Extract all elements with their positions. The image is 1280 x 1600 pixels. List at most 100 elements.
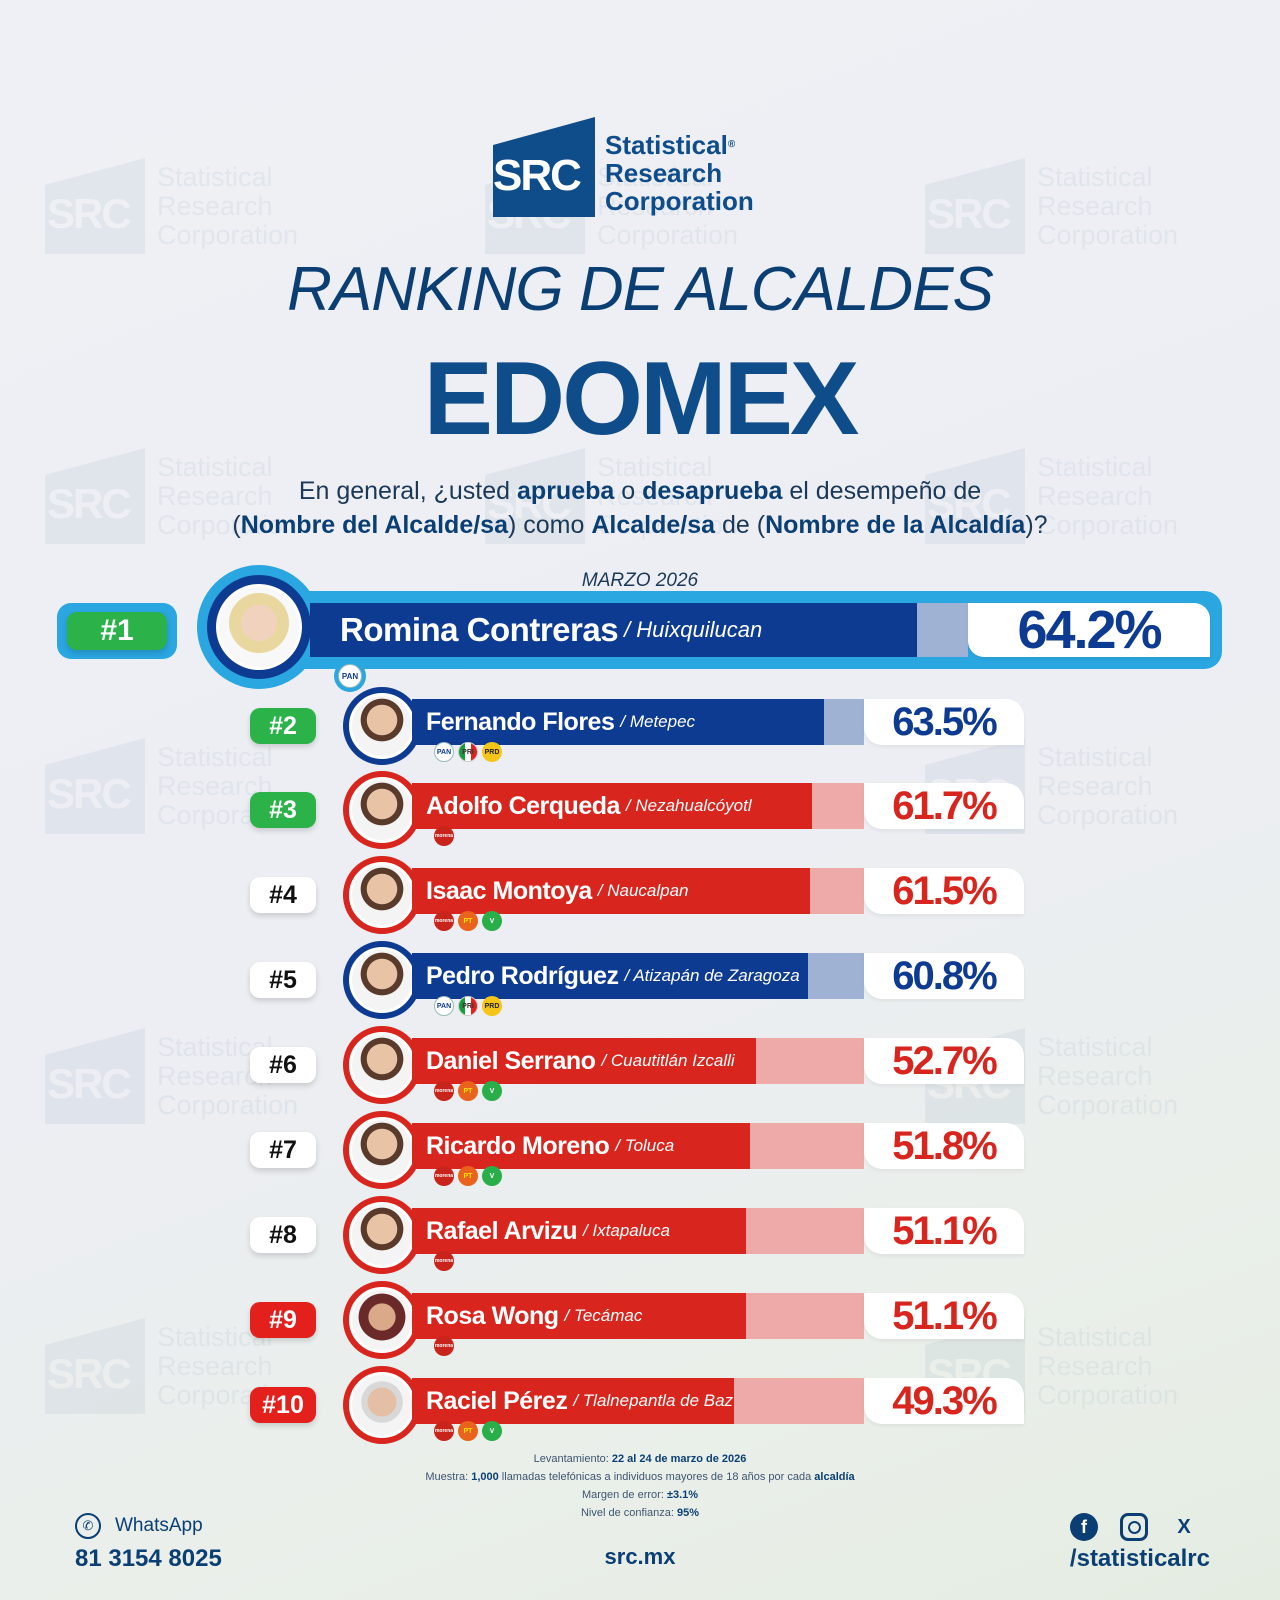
methodology-notes: Levantamiento: 22 al 24 de marzo de 2026… <box>0 1450 1280 1522</box>
municipality: / Tecámac <box>564 1306 643 1325</box>
municipality: / Toluca <box>615 1136 675 1155</box>
party-logos: morena PT V <box>434 1166 502 1186</box>
approval-bar: Adolfo Cerqueda / Nezahualcóyotl <box>412 783 864 829</box>
municipality: / Huixquilucan <box>624 617 763 642</box>
approval-bar: Rafael Arvizu / Ixtapaluca <box>412 1208 864 1254</box>
mayor-name: Romina Contreras <box>340 611 619 648</box>
approval-bar: Isaac Montoya / Naucalpan <box>412 868 864 914</box>
whatsapp-link[interactable]: ✆ WhatsApp <box>75 1513 222 1539</box>
mayor-name: Adolfo Cerqueda <box>426 791 620 820</box>
prd-logo-icon: PRD <box>482 742 502 762</box>
municipality: / Tlalnepantla de Baz <box>573 1391 734 1410</box>
morena-logo-icon: morena <box>434 1166 454 1186</box>
rank-badge: #7 <box>250 1132 316 1168</box>
party-logos: PAN PRI PRD <box>434 996 502 1016</box>
morena-logo-icon: morena <box>434 911 454 931</box>
approval-value: 63.5% <box>864 699 1024 745</box>
social-handle[interactable]: /statisticalrc <box>1069 1545 1210 1572</box>
mayor-name: Ricardo Moreno <box>426 1131 610 1160</box>
avatar <box>343 771 421 849</box>
phone-number[interactable]: 81 3154 8025 <box>75 1545 222 1572</box>
party-logos: morena PT V <box>434 1081 502 1101</box>
rank-badge: #3 <box>250 792 316 828</box>
mayor-name: Rosa Wong <box>426 1301 559 1330</box>
party-badge: PAN <box>334 660 366 692</box>
municipality: / Metepec <box>620 712 696 731</box>
pt-logo-icon: PT <box>458 1081 478 1101</box>
mayor-name: Rafael Arvizu <box>426 1216 577 1245</box>
rank-badge: #4 <box>250 877 316 913</box>
avatar <box>343 856 421 934</box>
approval-value: 64.2% <box>968 600 1210 660</box>
facebook-icon[interactable]: f <box>1070 1513 1098 1541</box>
pri-logo-icon: PRI <box>458 996 478 1016</box>
confidence-level: Nivel de confianza: 95% <box>580 1507 700 1519</box>
mayor-name: Pedro Rodríguez <box>426 961 619 990</box>
approval-value: 51.8% <box>864 1123 1024 1169</box>
avatar <box>343 687 421 765</box>
logo-wordmark: Statistical® Research Corporation <box>605 130 754 216</box>
avatar <box>343 1366 421 1444</box>
contact-block: ✆ WhatsApp 81 3154 8025 <box>75 1513 222 1573</box>
pri-logo-icon: PRI <box>458 742 478 762</box>
party-logos: morena <box>434 826 454 846</box>
municipality: / Naucalpan <box>597 881 689 900</box>
approval-value: 49.3% <box>864 1378 1024 1424</box>
party-logos: morena <box>434 1336 454 1356</box>
approval-bar: Daniel Serrano / Cuautitlán Izcalli <box>412 1038 864 1084</box>
pt-logo-icon: PT <box>458 1421 478 1441</box>
approval-bar: Rosa Wong / Tecámac <box>412 1293 864 1339</box>
approval-value: 61.5% <box>864 868 1024 914</box>
pan-logo-icon: PAN <box>434 742 454 762</box>
rank-badge: #2 <box>250 708 316 744</box>
rank-badge: #9 <box>250 1302 316 1338</box>
approval-bar: Pedro Rodríguez / Atizapán de Zaragoza <box>412 953 864 999</box>
fieldwork-dates: Levantamiento: 22 al 24 de marzo de 2026 <box>533 1453 747 1465</box>
instagram-icon[interactable] <box>1120 1513 1148 1541</box>
avatar <box>343 1111 421 1189</box>
mayor-name: Daniel Serrano <box>426 1046 596 1075</box>
approval-bar: Romina Contreras / Huixquilucan <box>310 603 968 657</box>
morena-logo-icon: morena <box>434 1336 454 1356</box>
avatar <box>343 1026 421 1104</box>
party-logos: morena <box>434 1251 454 1271</box>
party-logos: morena PT V <box>434 1421 502 1441</box>
avatar <box>343 1196 421 1274</box>
rank-badge: #5 <box>250 962 316 998</box>
pt-logo-icon: PT <box>458 1166 478 1186</box>
rank-badge: #8 <box>250 1217 316 1253</box>
municipality: / Cuautitlán Izcalli <box>601 1051 735 1070</box>
approval-value: 51.1% <box>864 1208 1024 1254</box>
mayor-name: Raciel Pérez <box>426 1386 568 1415</box>
morena-logo-icon: morena <box>434 1421 454 1441</box>
approval-value: 52.7% <box>864 1038 1024 1084</box>
sample-info: Muestra: 1,000 llamadas telefónicas a in… <box>425 1471 855 1483</box>
website-link[interactable]: src.mx <box>604 1544 676 1569</box>
avatar <box>343 1281 421 1359</box>
whatsapp-icon: ✆ <box>75 1513 101 1539</box>
pvem-logo-icon: V <box>482 1421 502 1441</box>
survey-period: MARZO 2026 <box>581 570 699 591</box>
party-logos: morena PT V <box>434 911 502 931</box>
morena-logo-icon: morena <box>434 1251 454 1271</box>
pvem-logo-icon: V <box>482 1166 502 1186</box>
mayor-name: Isaac Montoya <box>426 876 592 905</box>
page-subtitle: EDOMEX <box>423 341 860 457</box>
rank-badge: #1 <box>67 612 167 650</box>
pvem-logo-icon: V <box>482 1081 502 1101</box>
avatar <box>343 941 421 1019</box>
page-title: RANKING DE ALCALDES <box>287 255 994 324</box>
logo-mark: SRC <box>493 117 595 217</box>
municipality: / Ixtapaluca <box>582 1221 670 1240</box>
src-logo: SRC Statistical® Research Corporation <box>493 117 754 217</box>
pt-logo-icon: PT <box>458 911 478 931</box>
pan-logo-icon: PAN <box>434 996 454 1016</box>
x-icon[interactable]: X <box>1177 1515 1191 1538</box>
rank-badge: #6 <box>250 1047 316 1083</box>
morena-logo-icon: morena <box>434 826 454 846</box>
municipality: / Nezahualcóyotl <box>625 796 752 815</box>
municipality: / Atizapán de Zaragoza <box>624 966 800 985</box>
party-logos: PAN PRI PRD <box>434 742 502 762</box>
